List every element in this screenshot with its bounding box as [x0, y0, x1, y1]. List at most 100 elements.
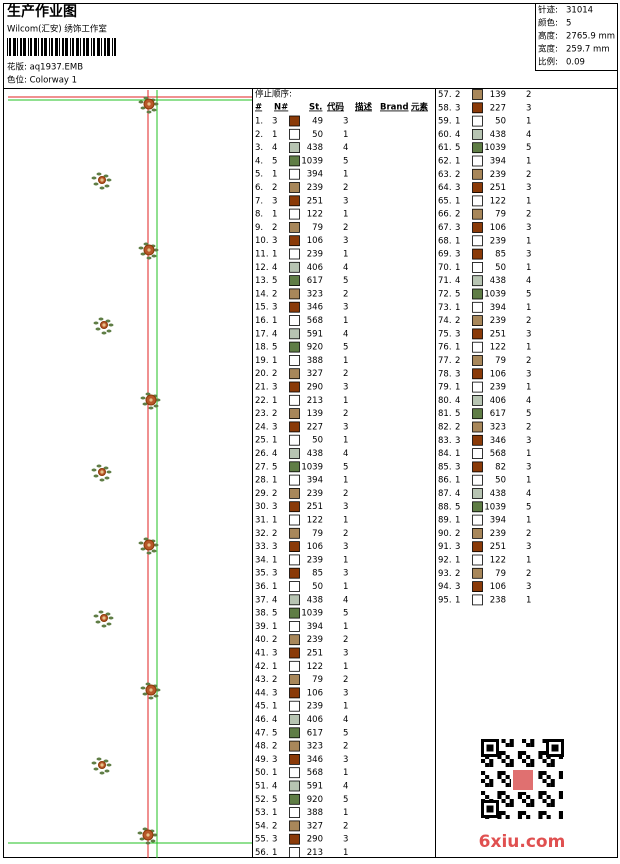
needle: 2 [455, 170, 460, 180]
code: 290 [307, 383, 323, 393]
leaf [151, 549, 157, 553]
stop-number: 71. [438, 276, 452, 286]
needle: 3 [272, 502, 277, 512]
stop-number: 38. [255, 609, 269, 619]
qr-dot [509, 799, 514, 803]
bar [13, 38, 16, 56]
stop-number: 74. [438, 316, 452, 326]
info-box [535, 3, 618, 71]
leaf [91, 761, 97, 765]
element: 2 [526, 529, 531, 539]
color-swatch [472, 155, 483, 167]
qr-dot [517, 751, 522, 755]
color-swatch [472, 128, 483, 140]
qr-dot [505, 763, 510, 767]
qr-dot [489, 779, 494, 783]
needle: 1 [272, 622, 277, 632]
needle: 5 [455, 502, 460, 512]
code: 239 [307, 555, 323, 565]
bar [49, 38, 50, 56]
color-swatch [289, 448, 300, 459]
leaf [108, 323, 114, 327]
element: 3 [343, 569, 348, 579]
color-swatch [289, 847, 300, 858]
qr-dot [546, 783, 551, 787]
color-swatch [289, 487, 300, 499]
leaf [142, 692, 148, 696]
qr-dot [485, 775, 490, 779]
needle: 3 [272, 835, 277, 845]
code: 617 [307, 276, 323, 286]
code: 394 [307, 622, 323, 632]
leaf [108, 616, 114, 620]
code: 238 [490, 595, 506, 605]
leaf [138, 541, 144, 545]
code: 394 [490, 516, 506, 526]
leaf [98, 610, 104, 614]
needle: 3 [455, 462, 460, 472]
element: 3 [343, 649, 348, 659]
element: 1 [343, 555, 348, 565]
element: 1 [343, 662, 348, 672]
color-swatch [289, 261, 300, 273]
qr-dot [501, 779, 506, 783]
stop-number: 79. [438, 383, 452, 393]
bar [101, 38, 102, 56]
element: 1 [526, 476, 531, 486]
stop-number: 19. [255, 356, 269, 366]
bar [17, 38, 18, 56]
leaf [99, 186, 105, 190]
qr-dot [481, 779, 486, 783]
qr-dot [501, 791, 506, 795]
color-swatch [289, 700, 300, 712]
leaf [96, 757, 102, 761]
color-swatch [472, 208, 483, 220]
leaf [103, 466, 109, 470]
qr-dot [517, 795, 522, 799]
leaf [148, 696, 154, 700]
stop-number: 73. [438, 303, 452, 313]
element: 3 [343, 383, 348, 393]
code: 106 [307, 542, 323, 552]
colorway: 色位: Colorway 1 [7, 75, 77, 86]
element: 1 [343, 768, 348, 778]
needle: 3 [272, 383, 277, 393]
code: 122 [490, 196, 506, 206]
element: 3 [343, 117, 348, 127]
element: 2 [343, 369, 348, 379]
element: 1 [526, 595, 531, 605]
leaf [91, 176, 97, 180]
stop-number: 76. [438, 343, 452, 353]
element: 5 [343, 462, 348, 472]
qr-dot [538, 755, 543, 759]
code: 406 [307, 263, 323, 273]
code: 388 [307, 356, 323, 366]
bloom-center [102, 323, 106, 327]
leaf [140, 547, 146, 551]
element: 4 [343, 449, 348, 459]
needle: 1 [272, 170, 277, 180]
stop-number: 91. [438, 542, 452, 552]
color-swatch [289, 660, 300, 672]
needle: 2 [455, 569, 460, 579]
code: 1039 [301, 156, 323, 166]
element: 2 [343, 821, 348, 831]
stop-number: 3. [255, 143, 263, 153]
code: 122 [490, 343, 506, 353]
needle: 3 [455, 329, 460, 339]
color-swatch [289, 354, 300, 366]
needle: 5 [272, 276, 277, 286]
leaf [93, 767, 99, 771]
stop-number: 24. [255, 422, 269, 432]
stop-number: 25. [255, 436, 269, 446]
leaf [153, 404, 159, 408]
code: 327 [307, 821, 323, 831]
bloom-center [100, 178, 104, 182]
qr-dot [497, 775, 502, 779]
code: 239 [490, 383, 506, 393]
element: 2 [343, 742, 348, 752]
code: 323 [307, 742, 323, 752]
element: 2 [343, 183, 348, 193]
color-swatch [289, 780, 300, 792]
needle: 2 [272, 529, 277, 539]
